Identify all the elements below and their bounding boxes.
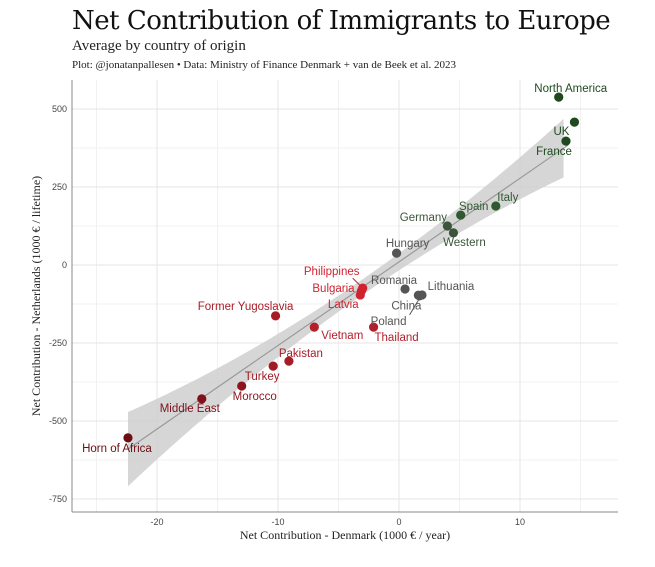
y-tick-label: -500 bbox=[49, 416, 67, 426]
point-label: Pakistan bbox=[279, 348, 323, 360]
point-label: North America bbox=[534, 83, 607, 95]
y-axis-title: Net Contribution - Netherlands (1000 € /… bbox=[29, 176, 43, 416]
philippines-leader-line bbox=[352, 277, 362, 287]
point-label: Lithuania bbox=[428, 281, 475, 293]
chart-title: Net Contribution of Immigrants to Europe bbox=[72, 6, 611, 36]
point-label: Spain bbox=[459, 201, 488, 213]
point-label: Hungary bbox=[386, 238, 430, 250]
data-point-latvia bbox=[355, 290, 365, 300]
point-label: Turkey bbox=[245, 371, 280, 383]
x-tick-label: 0 bbox=[396, 517, 401, 527]
poland-leader-line bbox=[409, 299, 419, 316]
y-tick-label: 0 bbox=[62, 260, 67, 270]
data-point-romania bbox=[400, 284, 410, 294]
data-point-horn-of-africa bbox=[123, 433, 133, 443]
data-point-vietnam bbox=[309, 322, 319, 332]
y-tick-label: 250 bbox=[52, 182, 67, 192]
point-label: Italy bbox=[497, 192, 518, 204]
point-label: Germany bbox=[400, 212, 448, 224]
data-point-poland bbox=[414, 291, 425, 301]
x-tick-label: 10 bbox=[515, 517, 525, 527]
y-tick-label: -750 bbox=[49, 494, 67, 504]
point-label: Latvia bbox=[328, 299, 359, 311]
data-point-turkey bbox=[268, 361, 278, 371]
point-label: Philippines bbox=[304, 266, 360, 278]
data-point-france bbox=[561, 136, 571, 146]
chart-subtitle: Average by country of origin bbox=[72, 38, 246, 54]
point-label: Former Yugoslavia bbox=[198, 301, 294, 313]
data-point-italy bbox=[491, 201, 501, 211]
point-label: Bulgaria bbox=[312, 283, 355, 295]
y-tick-label: -250 bbox=[49, 338, 67, 348]
point-label: UK bbox=[553, 126, 569, 138]
point-label: Vietnam bbox=[321, 330, 363, 342]
point-label: Middle East bbox=[160, 403, 221, 415]
point-label: Poland bbox=[371, 316, 407, 328]
data-point-thailand bbox=[368, 322, 379, 332]
data-point-pakistan bbox=[284, 356, 294, 366]
y-tick-label: 500 bbox=[52, 104, 67, 114]
data-point-former-yugoslavia bbox=[270, 311, 281, 321]
point-label: Romania bbox=[371, 275, 418, 287]
point-label: Western bbox=[443, 237, 486, 249]
data-point-spain bbox=[456, 210, 466, 220]
chart-caption: Plot: @jonatanpallesen • Data: Ministry … bbox=[72, 59, 457, 71]
data-point-hungary bbox=[391, 248, 402, 258]
data-point-western bbox=[448, 228, 459, 238]
x-tick-label: -20 bbox=[150, 517, 163, 527]
confidence-band bbox=[127, 118, 564, 487]
x-tick-label: -10 bbox=[271, 517, 284, 527]
point-label: Morocco bbox=[233, 391, 277, 403]
data-point-middle-east bbox=[197, 394, 207, 404]
data-point-north-america bbox=[554, 92, 564, 102]
data-point-uk bbox=[569, 117, 580, 127]
data-point-germany bbox=[442, 221, 452, 231]
data-point-morocco bbox=[237, 381, 247, 391]
point-label: France bbox=[536, 146, 572, 158]
x-axis-title: Net Contribution - Denmark (1000 € / yea… bbox=[240, 528, 450, 542]
point-label: Horn of Africa bbox=[82, 443, 152, 455]
point-label: China bbox=[391, 300, 422, 312]
point-label: Thailand bbox=[375, 332, 419, 344]
